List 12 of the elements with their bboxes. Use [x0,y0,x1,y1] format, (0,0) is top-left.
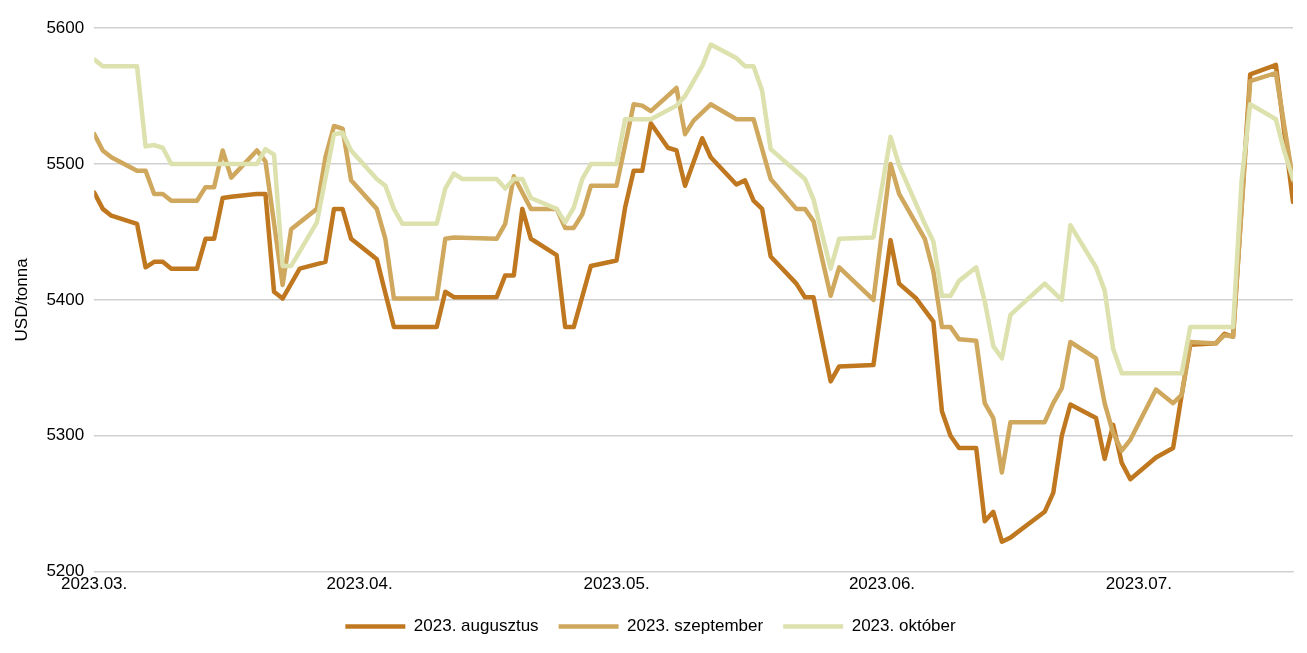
x-tick-label: 2023.04. [326,574,393,594]
legend-label: 2023. augusztus [413,616,539,636]
legend-label: 2023. szeptember [627,616,764,636]
x-tick-label: 2023.07. [1105,574,1172,594]
x-tick-label: 2023.05. [583,574,650,594]
y-tick-label: 5300 [46,425,85,445]
x-tick-label: 2023.06. [848,574,916,594]
y-axis-title: USD/tonna [11,257,31,342]
y-tick-label: 5500 [46,153,85,173]
y-tick-label: 5600 [46,17,85,37]
y-tick-label: 5400 [46,289,85,309]
legend-label: 2023. október [851,616,956,636]
